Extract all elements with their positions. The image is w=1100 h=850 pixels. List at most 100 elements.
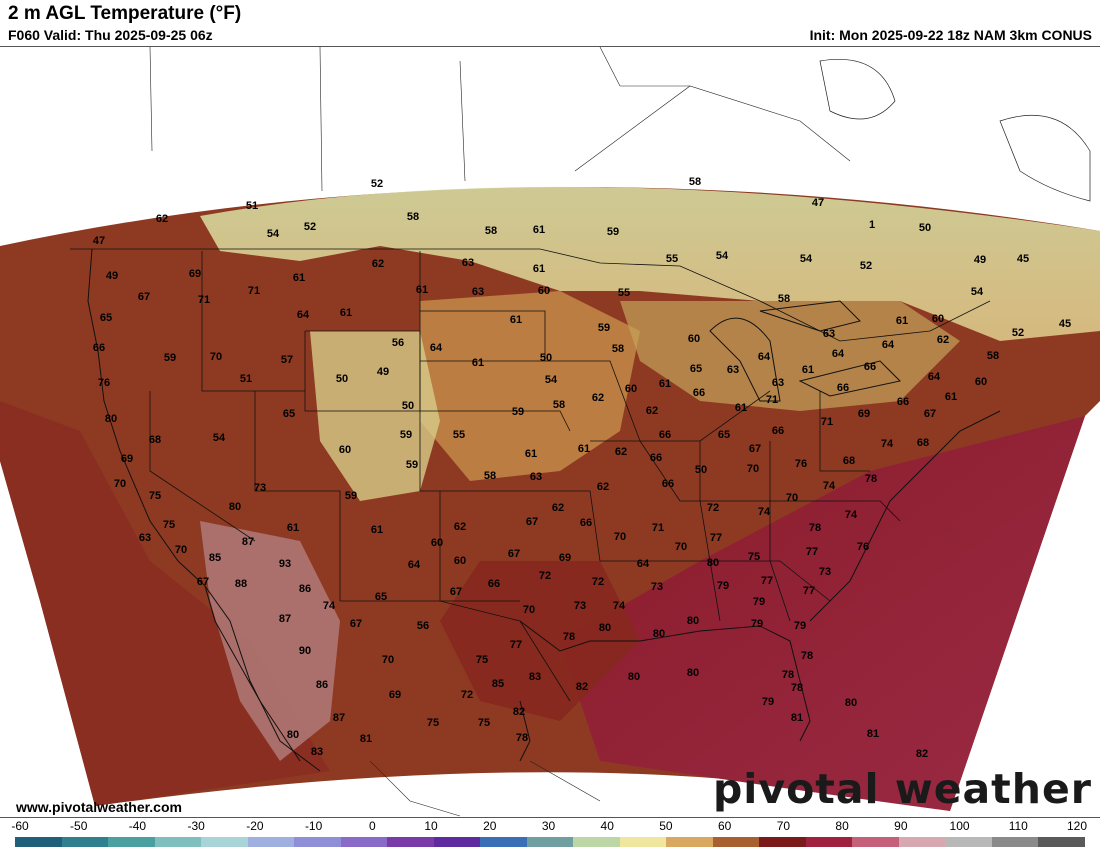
temperature-label: 54	[716, 250, 729, 262]
temperature-label: 59	[164, 352, 176, 364]
colorbar-swatch	[480, 837, 528, 847]
temperature-label: 61	[659, 378, 671, 390]
temperature-label: 66	[837, 382, 849, 394]
temperature-label: 66	[772, 425, 784, 437]
temperature-label: 75	[748, 551, 760, 563]
colorbar-tick-label: 10	[424, 819, 438, 833]
hudson-bay-outline	[819, 58, 896, 120]
temperature-label: 62	[592, 392, 604, 404]
header: 2 m AGL Temperature (°F) F060 Valid: Thu…	[0, 0, 1100, 46]
temperature-label: 55	[618, 287, 630, 299]
temperature-label: 83	[311, 746, 323, 758]
temperature-label: 67	[924, 408, 936, 420]
temperature-label: 78	[516, 732, 528, 744]
temperature-label: 64	[882, 339, 895, 351]
temperature-label: 60	[625, 383, 637, 395]
temperature-label: 80	[628, 671, 640, 683]
temperature-label: 1	[869, 219, 875, 231]
temperature-label: 47	[93, 235, 105, 247]
temperature-label: 80	[287, 729, 299, 741]
temperature-label: 59	[598, 322, 610, 334]
colorbar-swatch	[294, 837, 342, 847]
colorbar-tick-label: 90	[894, 819, 908, 833]
colorbar-tick-label: 50	[659, 819, 673, 833]
temperature-label: 73	[819, 566, 831, 578]
temperature-label: 60	[454, 555, 466, 567]
temperature-label: 60	[975, 376, 987, 388]
temperature-label: 73	[254, 482, 266, 494]
temperature-label: 58	[553, 399, 565, 411]
temperature-label: 50	[919, 222, 931, 234]
temperature-label: 74	[845, 509, 858, 521]
temperature-label: 66	[93, 342, 105, 354]
boundary-lines	[70, 248, 991, 702]
temperature-label: 64	[408, 559, 421, 571]
temperature-label: 78	[563, 631, 575, 643]
temperature-label: 58	[778, 293, 790, 305]
temperature-label: 80	[229, 501, 241, 513]
colorbar-tick-label: 40	[600, 819, 614, 833]
northern-cool-region	[200, 186, 1100, 341]
temperature-label: 83	[529, 671, 541, 683]
temperature-label: 69	[559, 552, 571, 564]
colorbar-swatch	[991, 837, 1039, 847]
temperature-label: 75	[163, 519, 175, 531]
temperature-label: 69	[858, 408, 870, 420]
temperature-label: 69	[189, 268, 201, 280]
temperature-label: 45	[1017, 253, 1029, 265]
rockies-cool-region	[310, 331, 440, 501]
temperature-label: 60	[932, 313, 944, 325]
temperature-label: 62	[615, 446, 627, 458]
temperature-label: 81	[791, 712, 803, 724]
temperature-label: 79	[794, 620, 806, 632]
temperature-label: 73	[574, 600, 586, 612]
colorbar-swatch	[805, 837, 853, 847]
temperature-label: 70	[210, 351, 222, 363]
colorbar-swatch	[154, 837, 202, 847]
temperature-label: 50	[336, 373, 348, 385]
temperature-label: 60	[538, 285, 550, 297]
colorbar-tick-label: -20	[246, 819, 264, 833]
colorbar-ramp	[15, 837, 1086, 847]
colorbar-swatch	[619, 837, 667, 847]
colorbar-swatch	[666, 837, 714, 847]
temperature-label: 66	[897, 396, 909, 408]
temperature-map: 52 58 47 51 58 62 52 54 58 61 59 50 1 47 55 54 54 52 49 45 6…	[0, 47, 1100, 817]
temperature-label: 68	[843, 455, 855, 467]
colorbar-swatch	[15, 837, 63, 847]
temperature-label: 76	[857, 541, 869, 553]
colorbar-tick-label: 0	[368, 819, 376, 833]
colorbar-tick-label: 120	[1066, 819, 1088, 833]
temperature-label: 62	[454, 521, 466, 533]
temperature-label: 59	[400, 429, 412, 441]
temperature-label: 80	[653, 628, 665, 640]
labrador-outline	[999, 114, 1091, 202]
temperature-label: 66	[488, 578, 500, 590]
map-title: 2 m AGL Temperature (°F)	[8, 3, 242, 24]
temperature-label: 76	[795, 458, 807, 470]
colorbar-swatch	[1038, 837, 1086, 847]
temperature-label: 80	[105, 413, 117, 425]
temperature-label: 56	[417, 620, 429, 632]
temperature-label: 61	[945, 391, 957, 403]
temperature-label: 62	[372, 258, 384, 270]
temperature-label: 51	[246, 200, 258, 212]
temperature-label: 61	[896, 315, 908, 327]
temperature-label: 67	[197, 576, 209, 588]
init-info: Init: Mon 2025-09-22 18z NAM 3km CONUS	[809, 27, 1092, 43]
temperature-label: 58	[689, 176, 701, 188]
temperature-label: 82	[513, 706, 525, 718]
colorbar-tick-label: 80	[835, 819, 849, 833]
temperature-label: 74	[323, 600, 336, 612]
temperature-label: 78	[782, 669, 794, 681]
temperature-label: 63	[823, 328, 835, 340]
temperature-label: 87	[333, 712, 345, 724]
temperature-label: 90	[299, 645, 311, 657]
temperature-label: 67	[526, 516, 538, 528]
temperature-label: 68	[917, 437, 929, 449]
temperature-label: 58	[987, 350, 999, 362]
temperature-label: 51	[240, 373, 252, 385]
temperature-label: 77	[803, 585, 815, 597]
temperature-label: 72	[461, 689, 473, 701]
temperature-label: 75	[478, 717, 490, 729]
